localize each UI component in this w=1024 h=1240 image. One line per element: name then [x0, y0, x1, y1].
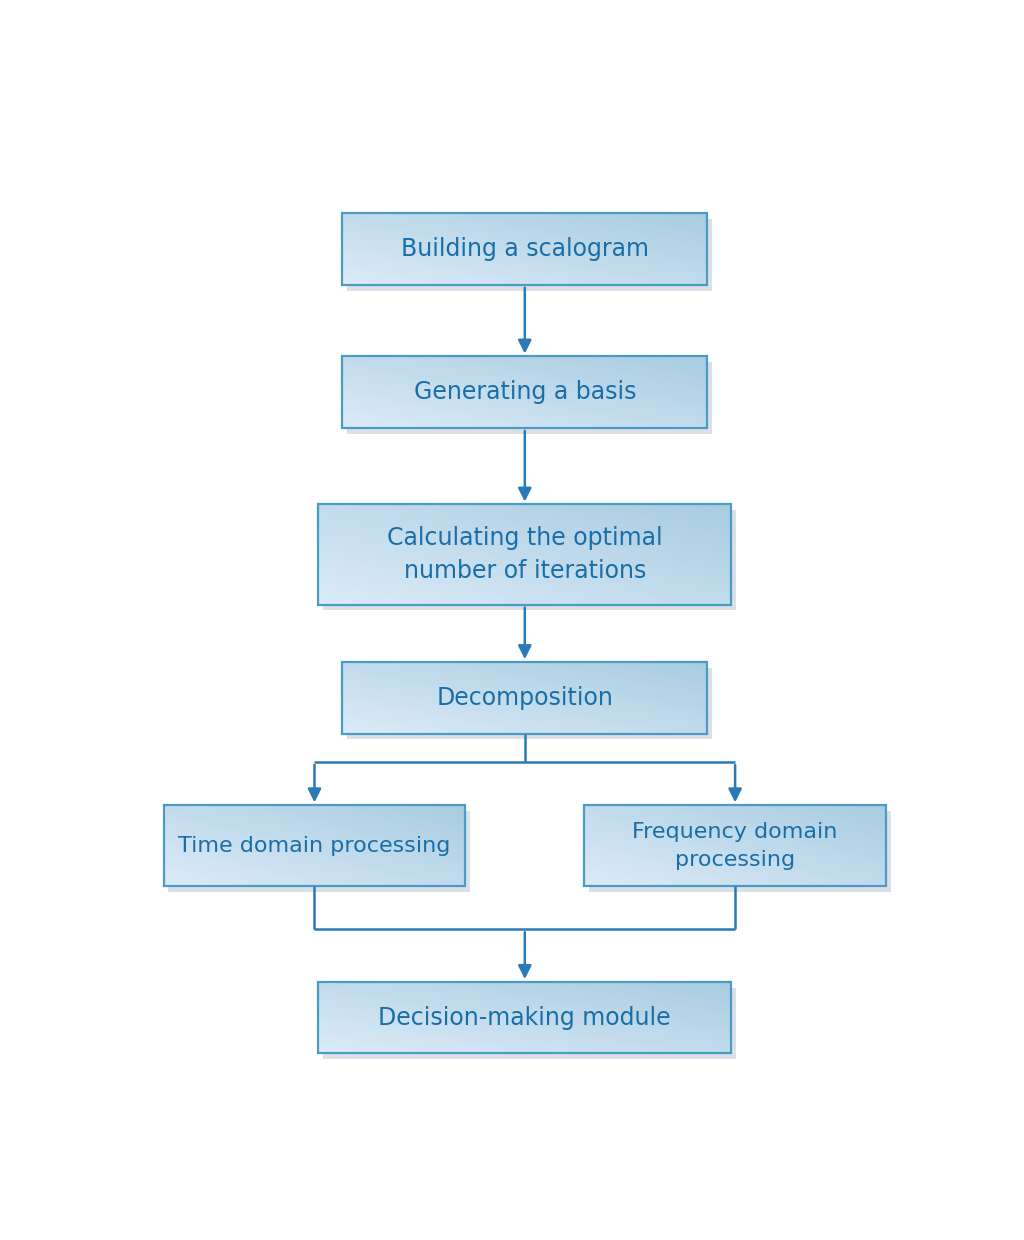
FancyBboxPatch shape — [324, 987, 736, 1059]
FancyBboxPatch shape — [347, 667, 712, 739]
Text: Decomposition: Decomposition — [436, 686, 613, 709]
Text: Frequency domain
processing: Frequency domain processing — [633, 822, 838, 869]
FancyBboxPatch shape — [169, 811, 470, 892]
FancyBboxPatch shape — [589, 811, 891, 892]
FancyBboxPatch shape — [324, 510, 736, 610]
Text: Time domain processing: Time domain processing — [178, 836, 451, 856]
Text: Building a scalogram: Building a scalogram — [400, 237, 649, 262]
FancyBboxPatch shape — [347, 219, 712, 290]
Text: Calculating the optimal
number of iterations: Calculating the optimal number of iterat… — [387, 526, 663, 583]
Text: Generating a basis: Generating a basis — [414, 381, 636, 404]
Text: Decision-making module: Decision-making module — [379, 1006, 671, 1029]
FancyBboxPatch shape — [347, 362, 712, 434]
